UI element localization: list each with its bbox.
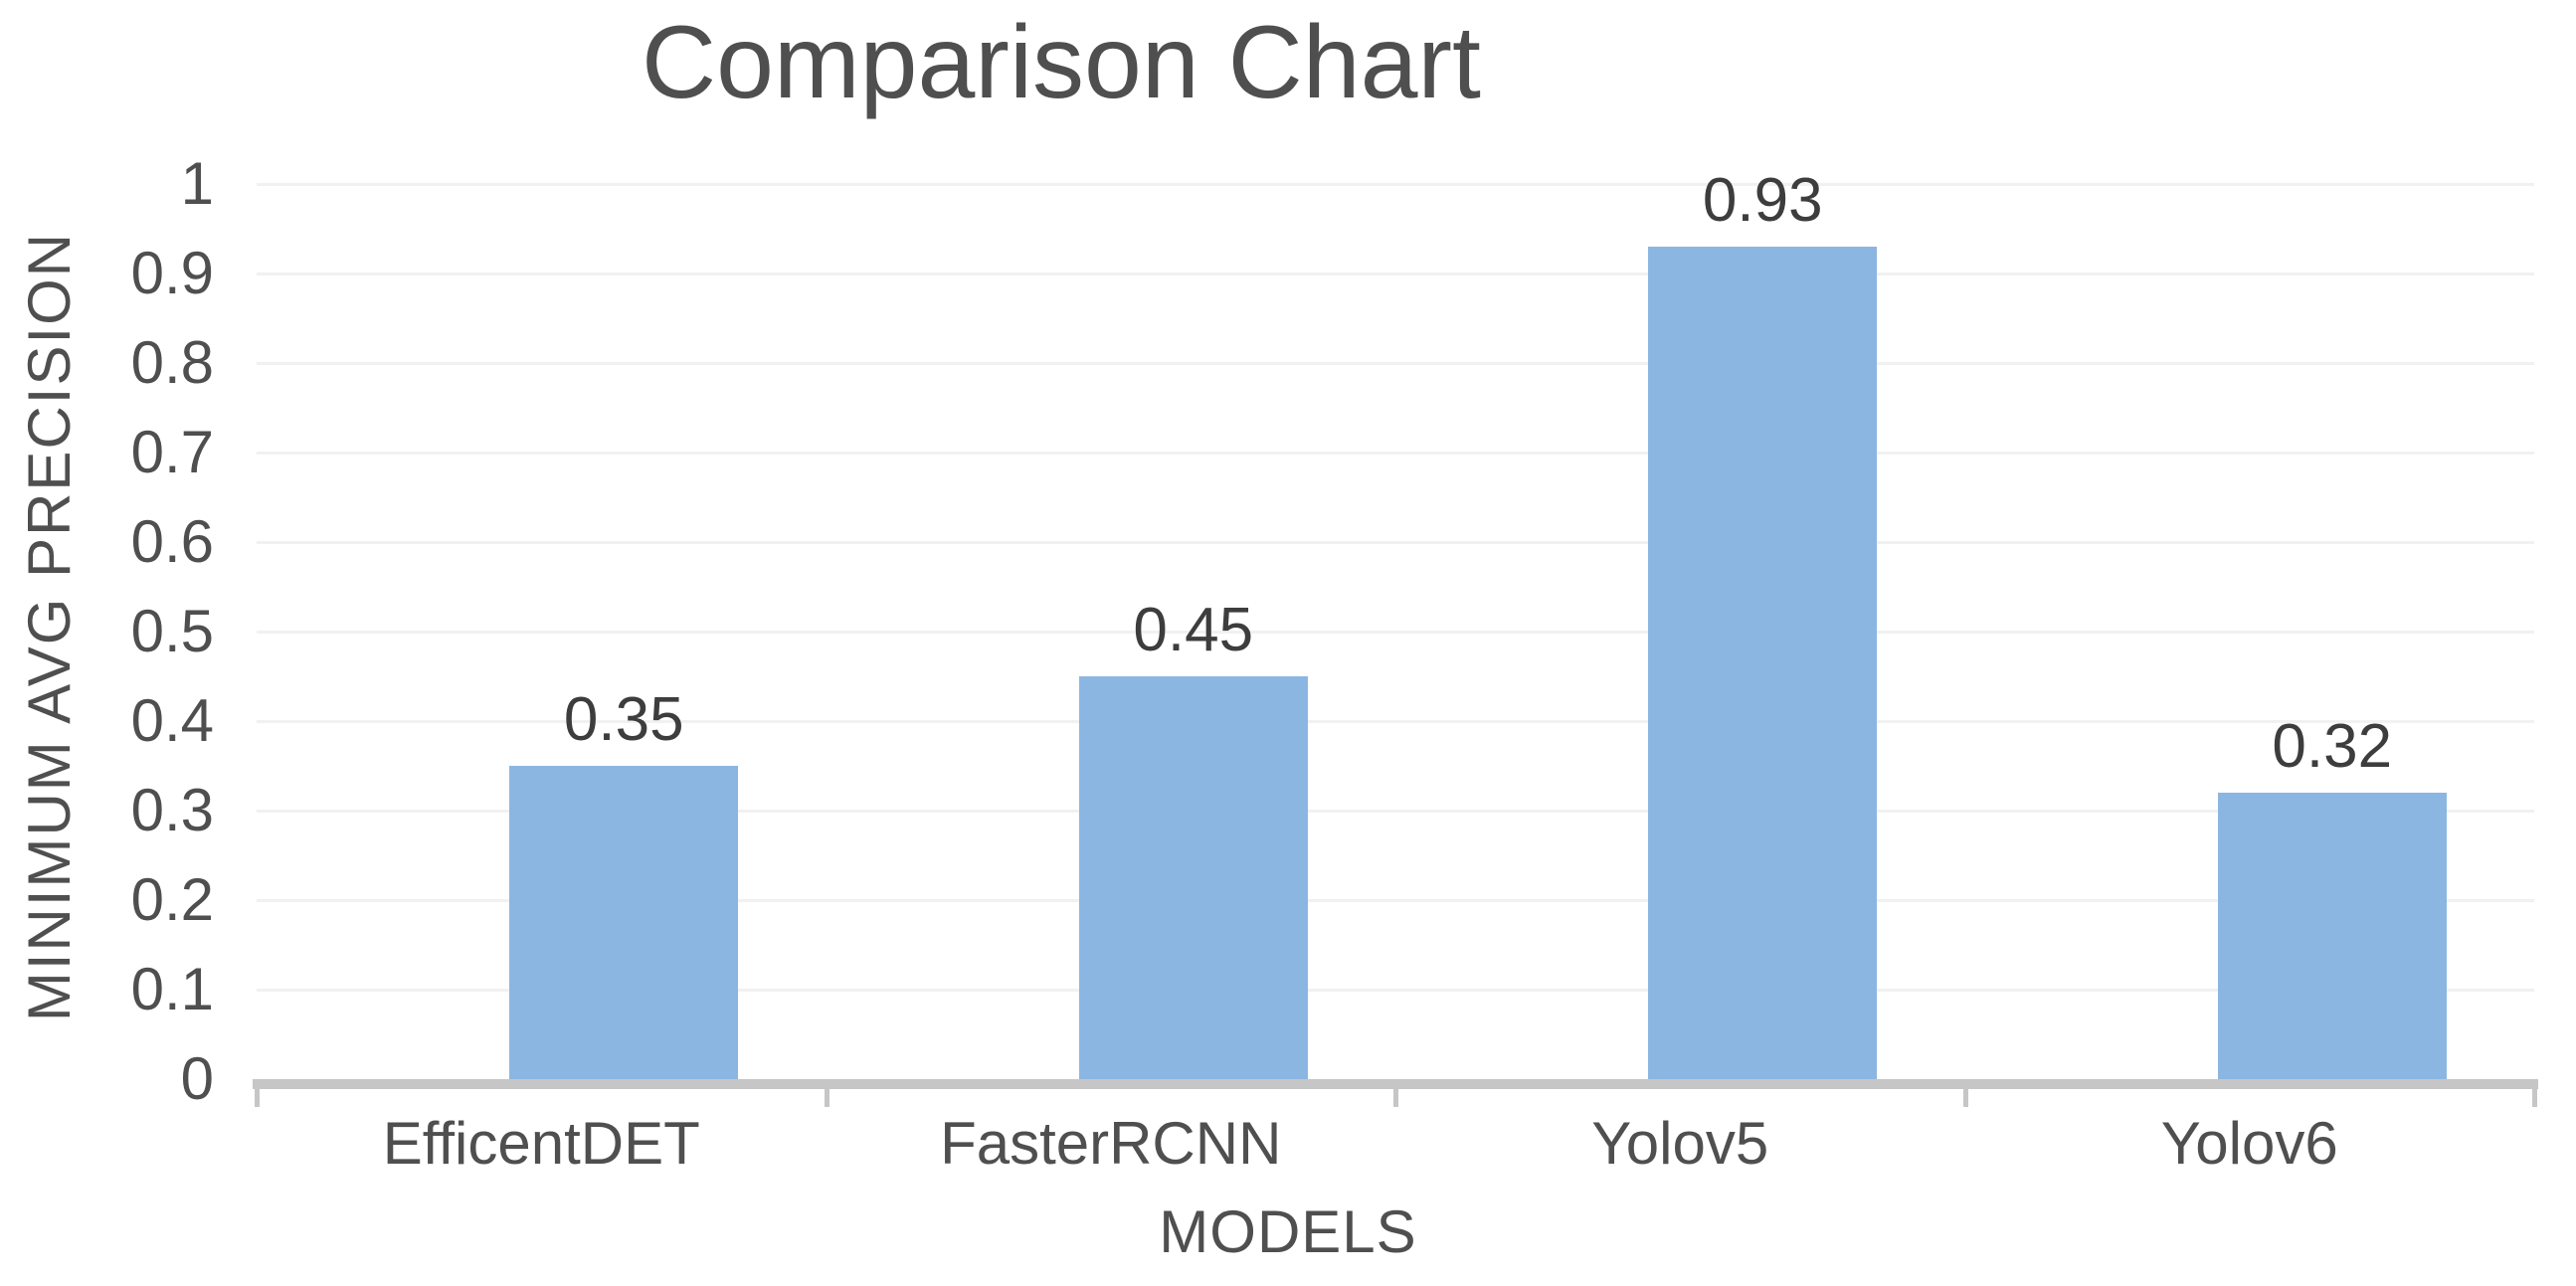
x-tick-label: Yolov5: [1591, 1110, 1769, 1177]
y-tick-label: 0.5: [130, 598, 214, 664]
x-tick-label: Yolov6: [2160, 1110, 2338, 1177]
x-tick-label: EfficentDET: [382, 1110, 700, 1177]
y-tick-label: 1: [180, 150, 214, 217]
bar-value-label: 0.32: [2272, 712, 2393, 781]
bar-value-label: 0.45: [1133, 596, 1254, 664]
bar: [1648, 247, 1878, 1079]
x-axis-title: MODELS: [1159, 1198, 1417, 1265]
bar: [509, 766, 739, 1079]
y-tick-label: 0.9: [130, 240, 214, 306]
y-tick-label: 0.8: [130, 329, 214, 396]
gridline: [257, 631, 2534, 634]
bar-value-label: 0.35: [563, 685, 684, 754]
y-tick-label: 0.1: [130, 956, 214, 1022]
x-axis-tick: [1962, 1079, 1968, 1107]
y-tick-label: 0.4: [130, 687, 214, 754]
x-axis-tick: [1393, 1079, 1398, 1107]
y-tick-label: 0.7: [130, 419, 214, 485]
bar: [1078, 676, 1308, 1079]
x-axis-tick: [255, 1079, 260, 1107]
bar-value-label: 0.93: [1702, 166, 1823, 235]
chart-title: Comparison Chart: [642, 5, 1481, 120]
gridline: [257, 452, 2534, 455]
gridline: [257, 810, 2534, 813]
bar: [2217, 793, 2447, 1079]
gridline: [257, 989, 2534, 992]
y-tick-label: 0.3: [130, 777, 214, 843]
gridline: [257, 183, 2534, 186]
y-tick-label: 0: [180, 1045, 214, 1112]
x-axis-tick: [2532, 1079, 2537, 1107]
gridline: [257, 899, 2534, 902]
gridline: [257, 720, 2534, 723]
gridline: [257, 362, 2534, 365]
x-axis-tick: [824, 1079, 829, 1107]
y-tick-label: 0.2: [130, 866, 214, 933]
x-tick-label: FasterRCNN: [940, 1110, 1282, 1177]
y-tick-label: 0.6: [130, 508, 214, 575]
gridline: [257, 541, 2534, 544]
gridline: [257, 273, 2534, 276]
